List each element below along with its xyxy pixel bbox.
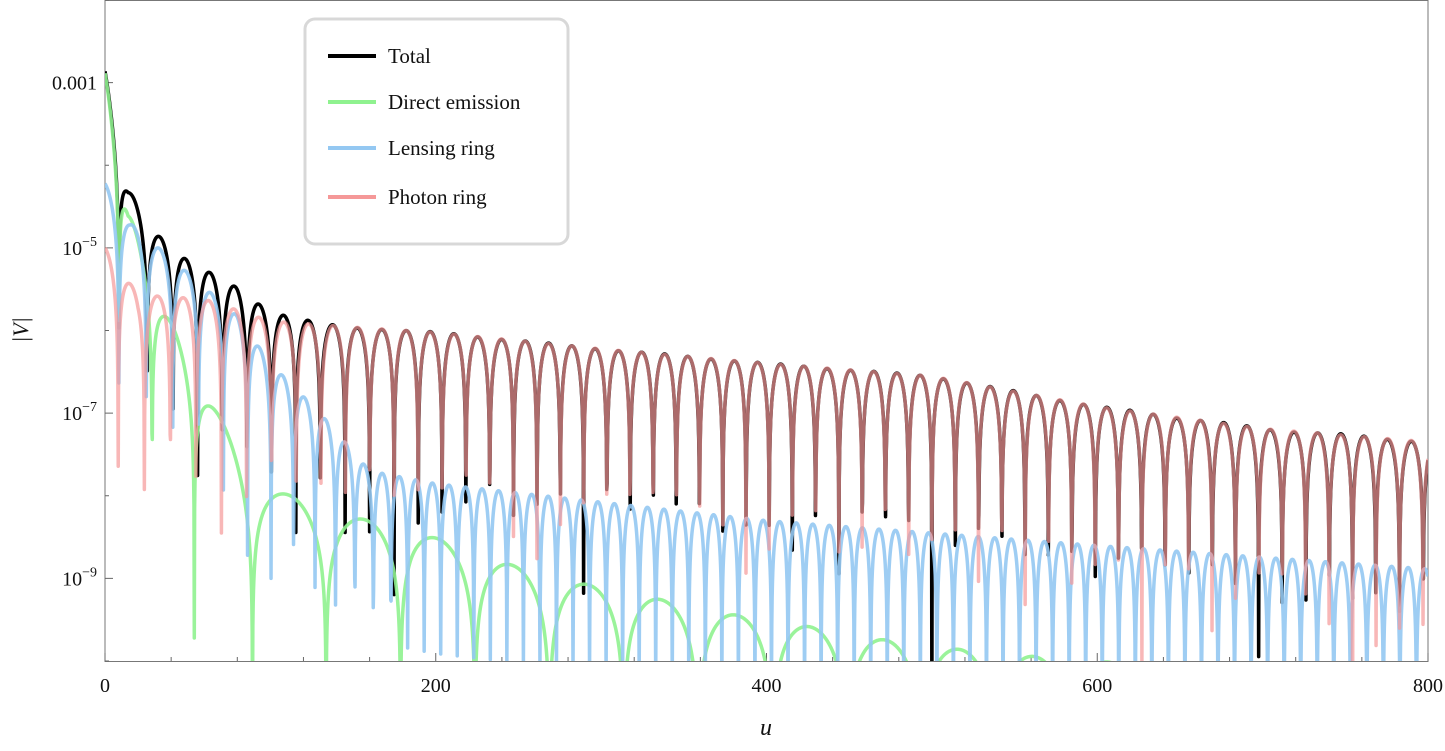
tick-exponent: −7 [82, 400, 97, 415]
tick-exponent: −9 [82, 565, 97, 580]
x-tick-label: 600 [1082, 675, 1112, 697]
x-tick-label: 400 [752, 675, 782, 697]
legend-label: Lensing ring [388, 136, 495, 160]
legend-label: Total [388, 44, 431, 68]
x-tick-label: 0 [100, 675, 110, 697]
y-tick-label: 0.001 [52, 73, 97, 95]
tick-base: 10 [62, 403, 82, 425]
y-tick-label: 10−5 [62, 235, 97, 260]
legend-label: Photon ring [388, 185, 487, 209]
y-tick-label: 10−9 [62, 565, 97, 590]
series-lensing-ring [105, 182, 1428, 661]
x-tick-label: 800 [1413, 675, 1443, 697]
x-tick-label: 200 [421, 675, 451, 697]
tick-base: 10 [62, 238, 82, 260]
series-photon-ring [105, 246, 1428, 661]
x-tick-labels: 0 200 400 600 800 [100, 675, 1443, 697]
legend-label: Direct emission [388, 90, 521, 114]
axis-ticks [104, 0, 1429, 662]
y-axis-label: |V| [8, 317, 33, 343]
tick-base: 10 [62, 568, 82, 590]
series-direct-emission [105, 72, 1112, 661]
tick-exponent: −5 [82, 235, 97, 250]
legend: Total Direct emission Lensing ring Photon r… [303, 17, 570, 246]
legend-box [303, 17, 570, 246]
series-group [105, 71, 1428, 661]
y-tick-label: 10−7 [62, 400, 97, 425]
x-axis-label: u [760, 715, 772, 741]
